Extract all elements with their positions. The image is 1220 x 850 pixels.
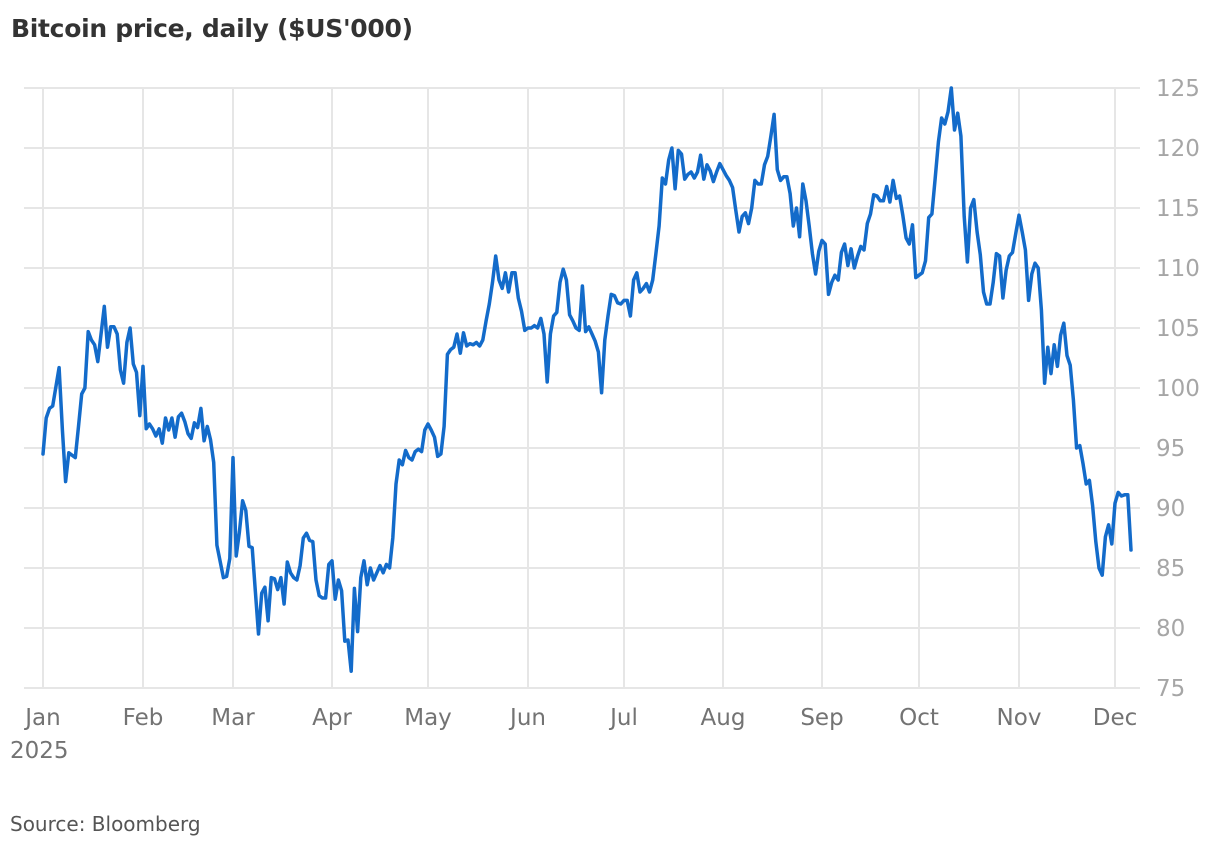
y-tick-label: 125 — [1156, 76, 1200, 102]
x-tick-label: May — [404, 705, 452, 731]
x-tick-label: Sep — [800, 705, 843, 731]
gridlines — [24, 87, 1140, 689]
chart-title: Bitcoin price, daily ($US'000) — [11, 14, 413, 43]
y-tick-label: 95 — [1156, 436, 1185, 462]
x-tick-label: Jun — [508, 705, 546, 731]
x-tick-label: Jan — [23, 705, 60, 731]
source-note: Source: Bloomberg — [10, 812, 201, 836]
x-year-label: 2025 — [10, 738, 69, 764]
y-axis-ticks: 75 80 85 90 95 100 105 110 115 120 125 — [1156, 76, 1200, 702]
y-tick-label: 110 — [1156, 256, 1200, 282]
y-tick-label: 115 — [1156, 196, 1200, 222]
y-tick-label: 80 — [1156, 616, 1185, 642]
y-tick-label: 105 — [1156, 316, 1200, 342]
x-tick-label: Nov — [997, 705, 1042, 731]
y-tick-label: 100 — [1156, 376, 1200, 402]
x-tick-label: Dec — [1093, 705, 1138, 731]
x-tick-label: Feb — [123, 705, 164, 731]
y-tick-label: 90 — [1156, 496, 1185, 522]
x-tick-label: Aug — [701, 705, 746, 731]
x-tick-label: Apr — [312, 705, 352, 731]
x-tick-label: Mar — [211, 705, 255, 731]
y-tick-label: 85 — [1156, 556, 1185, 582]
x-axis-ticks: Jan Feb Mar Apr May Jun Jul Aug Sep Oct Nov Dec 2025 — [10, 705, 1137, 764]
y-tick-label: 120 — [1156, 136, 1200, 162]
y-tick-label: 75 — [1156, 676, 1185, 702]
bitcoin-price-line — [41, 86, 1133, 673]
x-tick-label: Jul — [608, 705, 638, 731]
x-tick-label: Oct — [899, 705, 939, 731]
